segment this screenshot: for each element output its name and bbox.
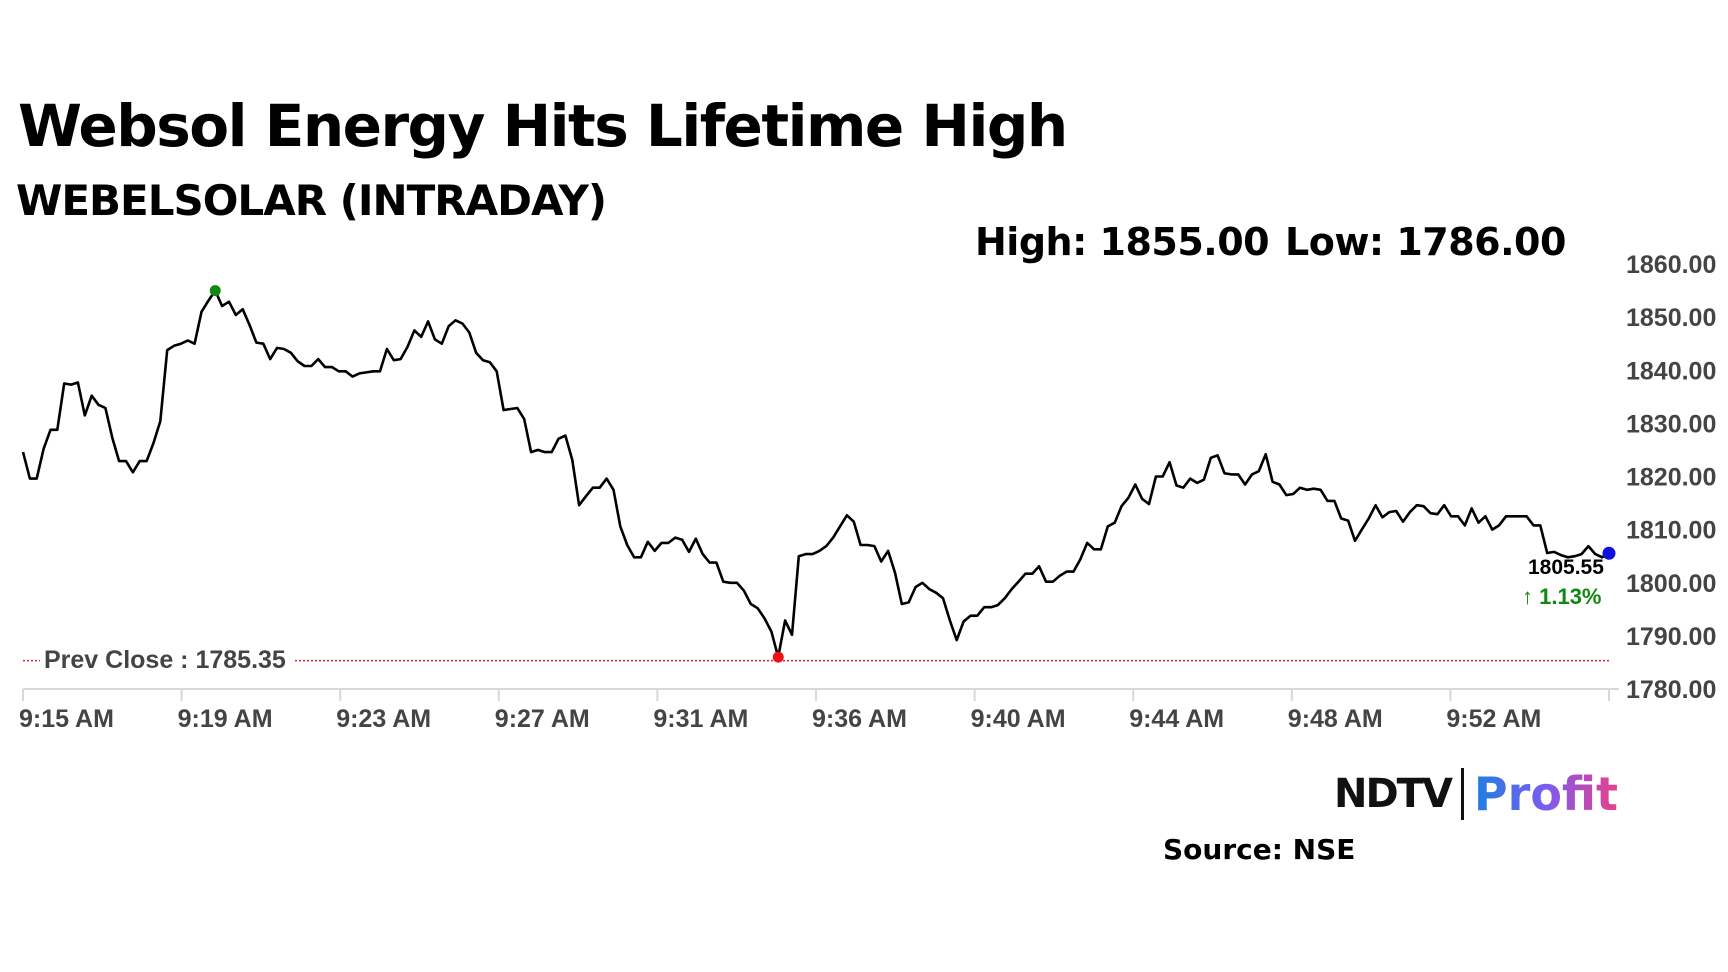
chart-title: Websol Energy Hits Lifetime High — [18, 92, 1068, 160]
y-tick-label: 1830.00 — [1626, 410, 1716, 438]
source-label: Source: NSE — [1163, 833, 1356, 866]
y-tick-label: 1850.00 — [1626, 304, 1716, 332]
x-tick-label: 9:27 AM — [495, 705, 590, 733]
last-price-dot — [1602, 546, 1616, 560]
prev-close-label: Prev Close : 1785.35 — [40, 646, 294, 674]
logo-ndtv-text: NDTV — [1334, 771, 1453, 817]
high-marker-dot — [209, 285, 221, 297]
low-label: Low: 1786.00 — [1285, 220, 1566, 264]
y-tick-label: 1820.00 — [1626, 464, 1716, 492]
y-tick-label: 1810.00 — [1626, 517, 1716, 545]
logo-divider — [1460, 768, 1464, 820]
y-tick-label: 1790.00 — [1626, 623, 1716, 651]
change-percent-label: ↑ 1.13% — [1522, 584, 1602, 609]
x-tick-label: 9:19 AM — [178, 705, 273, 733]
y-tick-label: 1860.00 — [1626, 251, 1716, 279]
chart-subtitle: WEBELSOLAR (INTRADAY) — [16, 176, 607, 225]
x-tick-label: 9:48 AM — [1288, 705, 1383, 733]
x-tick-label: 9:23 AM — [336, 705, 431, 733]
x-tick-label: 9:31 AM — [653, 705, 748, 733]
y-tick-label: 1840.00 — [1626, 357, 1716, 385]
y-tick-label: 1780.00 — [1626, 676, 1716, 704]
x-tick-label: 9:15 AM — [19, 705, 114, 733]
x-tick-label: 9:36 AM — [812, 705, 907, 733]
y-tick-label: 1800.00 — [1626, 570, 1716, 598]
low-marker-dot — [772, 651, 784, 663]
logo-profit-text: Profit — [1473, 767, 1619, 821]
last-price-label: 1805.55 — [1528, 556, 1604, 579]
x-tick-label: 9:40 AM — [971, 705, 1066, 733]
price-line — [21, 289, 1610, 659]
x-tick-label: 9:52 AM — [1446, 705, 1541, 733]
high-label: High: 1855.00 — [975, 220, 1270, 264]
x-tick-label: 9:44 AM — [1129, 705, 1224, 733]
ndtv-profit-logo: NDTV Profit — [1334, 766, 1618, 822]
